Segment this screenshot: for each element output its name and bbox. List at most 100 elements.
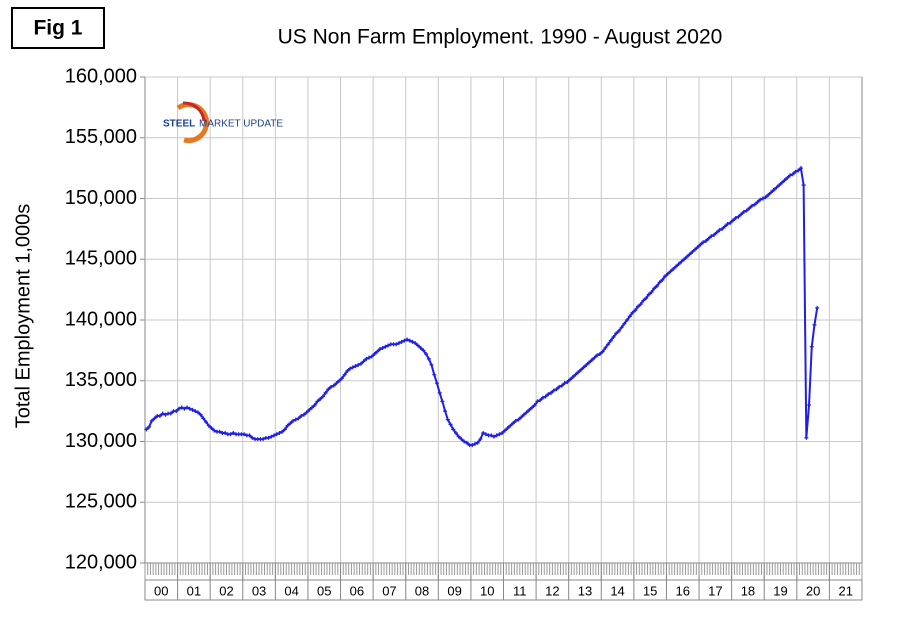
point xyxy=(418,345,423,350)
point xyxy=(399,339,404,344)
point xyxy=(676,262,681,267)
point xyxy=(725,222,730,227)
point xyxy=(760,196,765,201)
x-tick-label: 09 xyxy=(447,583,461,598)
point xyxy=(342,372,347,377)
point xyxy=(706,236,711,241)
point xyxy=(437,390,442,395)
point xyxy=(546,392,551,397)
point xyxy=(807,403,812,408)
point xyxy=(356,362,361,367)
point xyxy=(502,428,507,433)
point xyxy=(231,430,236,435)
point xyxy=(282,427,287,432)
point xyxy=(668,269,673,274)
point xyxy=(513,418,518,423)
point xyxy=(581,365,586,370)
point xyxy=(744,208,749,213)
point xyxy=(462,439,467,444)
point xyxy=(516,417,521,422)
point xyxy=(152,416,157,421)
point xyxy=(750,203,755,208)
point xyxy=(266,435,271,440)
point xyxy=(209,426,214,431)
point xyxy=(410,339,415,344)
point xyxy=(568,377,573,382)
point xyxy=(318,396,323,401)
point xyxy=(350,365,355,370)
point xyxy=(733,215,738,220)
point xyxy=(358,361,363,366)
point xyxy=(505,426,510,431)
point xyxy=(782,178,787,183)
point xyxy=(766,192,771,197)
point xyxy=(434,381,439,386)
point xyxy=(646,292,651,297)
x-tick-label: 05 xyxy=(317,583,331,598)
point xyxy=(788,173,793,178)
point xyxy=(790,172,795,177)
point xyxy=(665,271,670,276)
point xyxy=(606,342,611,347)
point xyxy=(622,321,627,326)
point xyxy=(491,434,496,439)
point xyxy=(179,405,184,410)
point xyxy=(603,345,608,350)
point xyxy=(424,352,429,357)
x-tick-label: 06 xyxy=(350,583,364,598)
point xyxy=(543,394,548,399)
point xyxy=(660,277,665,282)
point xyxy=(625,318,630,322)
point xyxy=(815,305,820,310)
point xyxy=(361,359,366,364)
point xyxy=(348,366,353,371)
point xyxy=(600,349,605,354)
point xyxy=(299,413,304,418)
point xyxy=(679,259,684,264)
point xyxy=(223,430,228,435)
figure-label-box xyxy=(11,7,105,49)
point xyxy=(777,183,782,188)
point xyxy=(277,430,282,435)
point xyxy=(307,407,312,412)
point xyxy=(456,434,461,439)
point xyxy=(407,338,412,343)
point xyxy=(635,304,640,309)
point xyxy=(483,432,488,437)
point xyxy=(684,254,689,259)
point xyxy=(426,356,431,361)
x-tick-label: 04 xyxy=(284,583,298,598)
point xyxy=(421,348,426,353)
point xyxy=(193,409,198,414)
x-tick-label: 01 xyxy=(187,583,201,598)
point xyxy=(559,383,564,388)
point xyxy=(201,416,206,421)
point xyxy=(405,337,410,342)
point xyxy=(644,296,649,301)
point xyxy=(508,423,513,428)
point xyxy=(198,412,203,417)
point xyxy=(597,352,602,357)
point xyxy=(157,413,162,418)
point xyxy=(687,252,692,257)
point xyxy=(247,433,252,438)
point xyxy=(611,335,616,340)
point xyxy=(176,406,181,411)
point xyxy=(630,310,635,315)
point xyxy=(524,410,529,415)
point xyxy=(763,195,768,200)
y-tick-label: 125,000 xyxy=(65,491,137,513)
logo-text: MARKET UPDATE xyxy=(199,119,283,130)
point xyxy=(261,437,266,442)
point xyxy=(573,372,578,377)
point xyxy=(554,387,559,392)
point xyxy=(364,356,369,361)
logo-text: STEEL xyxy=(163,119,195,130)
point xyxy=(206,423,211,428)
point xyxy=(429,362,434,367)
y-tick-label: 135,000 xyxy=(65,369,137,391)
point xyxy=(752,202,757,207)
point xyxy=(521,412,526,417)
point xyxy=(578,367,583,372)
point xyxy=(538,398,543,403)
